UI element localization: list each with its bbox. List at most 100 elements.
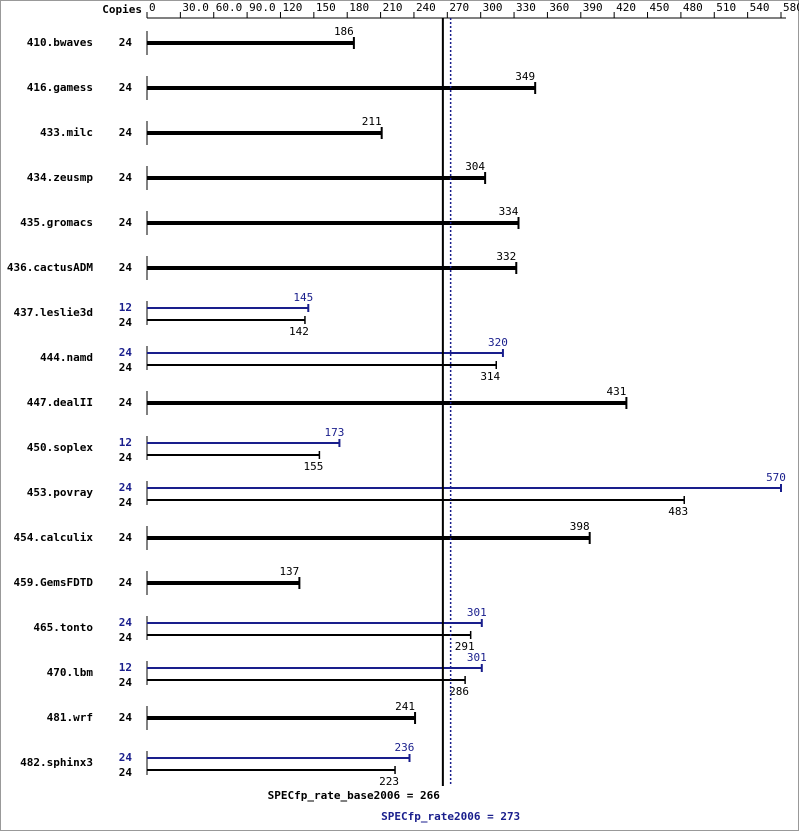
category-label: 444.namd: [40, 351, 93, 364]
category-label: 436.cactusADM: [7, 261, 93, 274]
base-bar: [147, 634, 471, 636]
copies: 24: [119, 216, 133, 229]
x-tick-label: 540: [750, 1, 770, 14]
x-tick-label: 390: [583, 1, 603, 14]
peak-bar: [147, 352, 503, 354]
copies: 24: [119, 396, 133, 409]
copies: 24: [119, 261, 133, 274]
x-tick-label: 510: [716, 1, 736, 14]
category-label: 437.leslie3d: [14, 306, 93, 319]
peak-value-label: 301: [467, 651, 487, 664]
base-value-label: 314: [480, 370, 500, 383]
category-label: 465.tonto: [33, 621, 93, 634]
category-label: 454.calculix: [14, 531, 94, 544]
x-tick-label: 300: [483, 1, 503, 14]
base-bar: [147, 769, 396, 771]
x-tick-label: 0: [149, 1, 156, 14]
copies-header: Copies: [102, 3, 142, 16]
value-label: 137: [279, 565, 299, 578]
copies: 24: [119, 171, 133, 184]
bar: [147, 401, 627, 405]
base-value-label: 291: [455, 640, 475, 653]
peak-copies: 24: [119, 751, 133, 764]
peak-copies: 24: [119, 616, 133, 629]
peak-value-label: 145: [293, 291, 313, 304]
peak-copies: 12: [119, 301, 132, 314]
value-label: 334: [499, 205, 519, 218]
category-label: 435.gromacs: [20, 216, 93, 229]
peak-value-label: 236: [395, 741, 415, 754]
category-label: 481.wrf: [47, 711, 93, 724]
value-label: 431: [606, 385, 626, 398]
value-label: 349: [515, 70, 535, 83]
base-value-label: 223: [379, 775, 399, 788]
peak-value-label: 570: [766, 471, 786, 484]
bar: [147, 176, 486, 180]
copies: 24: [119, 576, 133, 589]
base-copies: 24: [119, 451, 133, 464]
peak-value-label: 173: [324, 426, 344, 439]
x-tick-label: 180: [349, 1, 369, 14]
peak-copies: 12: [119, 661, 132, 674]
base-copies: 24: [119, 496, 133, 509]
base-copies: 24: [119, 631, 133, 644]
category-label: 434.zeusmp: [27, 171, 94, 184]
bar: [147, 266, 517, 270]
bar: [147, 536, 590, 540]
x-tick-label: 240: [416, 1, 436, 14]
category-label: 410.bwaves: [27, 36, 93, 49]
value-label: 398: [570, 520, 590, 533]
base-bar: [147, 499, 685, 501]
base-copies: 24: [119, 676, 133, 689]
x-tick-label: 60.0: [216, 1, 243, 14]
base-bar: [147, 364, 497, 366]
peak-bar: [147, 487, 781, 489]
peak-copies: 24: [119, 346, 133, 359]
value-label: 211: [362, 115, 382, 128]
reference-label: SPECfp_rate2006 = 273: [381, 810, 520, 823]
reference-label: SPECfp_rate_base2006 = 266: [268, 789, 441, 802]
value-label: 186: [334, 25, 354, 38]
x-tick-label: 30.0: [182, 1, 209, 14]
copies: 24: [119, 711, 133, 724]
category-label: 450.soplex: [27, 441, 94, 454]
x-tick-label: 270: [449, 1, 469, 14]
category-label: 447.dealII: [27, 396, 93, 409]
category-label: 433.milc: [40, 126, 93, 139]
peak-copies: 12: [119, 436, 132, 449]
bar: [147, 221, 519, 225]
base-copies: 24: [119, 361, 133, 374]
base-bar: [147, 319, 305, 321]
category-label: 453.povray: [27, 486, 94, 499]
x-tick-label: 360: [549, 1, 569, 14]
base-value-label: 286: [449, 685, 469, 698]
value-label: 304: [465, 160, 485, 173]
x-tick-label: 420: [616, 1, 636, 14]
x-tick-label: 90.0: [249, 1, 276, 14]
bar: [147, 41, 354, 45]
value-label: 241: [395, 700, 415, 713]
peak-bar: [147, 667, 482, 669]
category-label: 416.gamess: [27, 81, 93, 94]
peak-value-label: 320: [488, 336, 508, 349]
copies: 24: [119, 81, 133, 94]
x-tick-label: 330: [516, 1, 536, 14]
bar: [147, 131, 382, 135]
copies: 24: [119, 36, 133, 49]
base-value-label: 142: [289, 325, 309, 338]
category-label: 459.GemsFDTD: [14, 576, 94, 589]
bar: [147, 716, 416, 720]
peak-value-label: 301: [467, 606, 487, 619]
category-label: 470.lbm: [47, 666, 94, 679]
peak-copies: 24: [119, 481, 133, 494]
peak-bar: [147, 442, 340, 444]
copies: 24: [119, 531, 133, 544]
x-tick-label: 480: [683, 1, 703, 14]
value-label: 332: [496, 250, 516, 263]
category-label: 482.sphinx3: [20, 756, 93, 769]
base-copies: 24: [119, 766, 133, 779]
peak-bar: [147, 622, 482, 624]
x-tick-label: 450: [650, 1, 670, 14]
copies: 24: [119, 126, 133, 139]
